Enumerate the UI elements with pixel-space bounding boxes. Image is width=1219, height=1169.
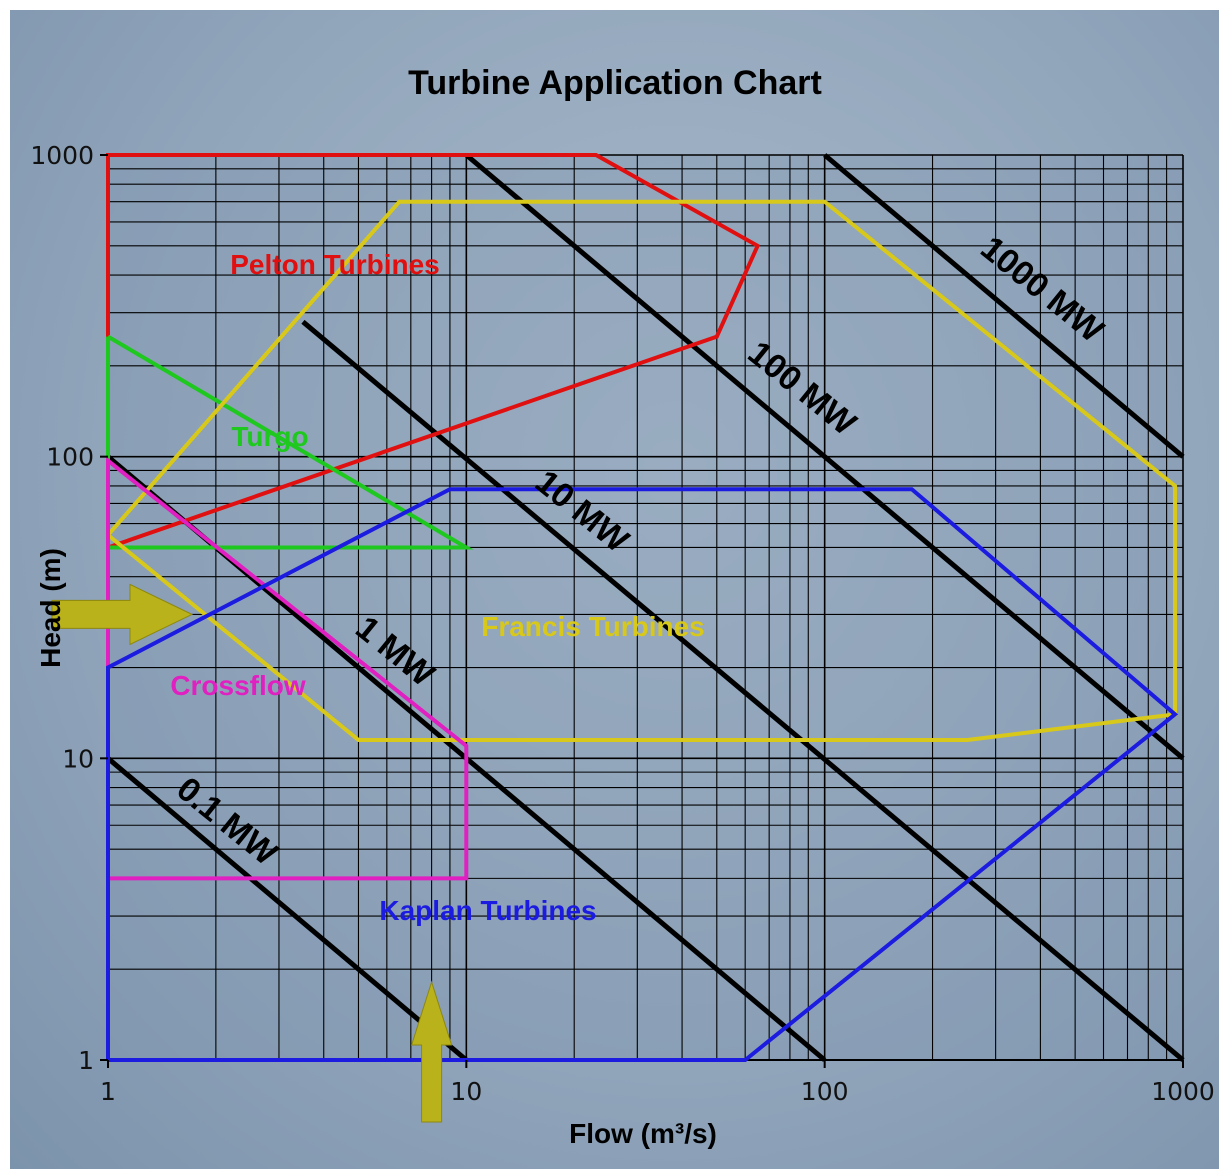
region-turgo xyxy=(106,334,474,550)
region-label-turgo: Turgo xyxy=(231,421,308,452)
x-tick-label: 1000 xyxy=(1151,1077,1215,1106)
chart-frame: Turbine Application Chart 1 10 100 1000 1 10 1… xyxy=(10,10,1219,1169)
power-line-0-1-mw xyxy=(106,756,468,1062)
x-tick-label: 100 xyxy=(801,1077,849,1106)
power-line-1000-mw xyxy=(823,153,1185,459)
indicator-arrows xyxy=(51,583,453,1123)
region-label-kaplan-turbines: Kaplan Turbines xyxy=(379,895,596,926)
chart-title: Turbine Application Chart xyxy=(408,64,822,102)
x-tick-label: 10 xyxy=(450,1077,482,1106)
y-axis-label: Head (m) xyxy=(35,548,66,668)
flow-arrow xyxy=(410,980,453,1123)
region-label-pelton-turbines: Pelton Turbines xyxy=(230,249,440,280)
power-line-10-mw xyxy=(301,319,1185,1062)
x-tick-label: 1 xyxy=(100,1077,116,1106)
power-lines xyxy=(106,153,1185,1062)
region-kaplan-turbines xyxy=(106,487,1179,1062)
turbine-application-chart: Turbine Application Chart 1 10 100 10001101… xyxy=(30,64,1214,1149)
x-axis-label: Flow (m³/s) xyxy=(569,1118,717,1149)
region-label-francis-turbines: Francis Turbines xyxy=(481,611,705,642)
axis-ticks: 1 10 100 1000 1 10 100 1000 xyxy=(30,141,1214,1106)
head-arrow xyxy=(51,583,194,646)
y-tick-label: 1000 xyxy=(30,141,94,170)
y-tick-label: 100 xyxy=(46,443,94,472)
y-tick-label: 1 xyxy=(78,1046,94,1075)
y-tick-label: 10 xyxy=(62,744,94,773)
power-line-100-mw xyxy=(464,153,1185,761)
region-label-crossflow: Crossflow xyxy=(170,670,306,701)
